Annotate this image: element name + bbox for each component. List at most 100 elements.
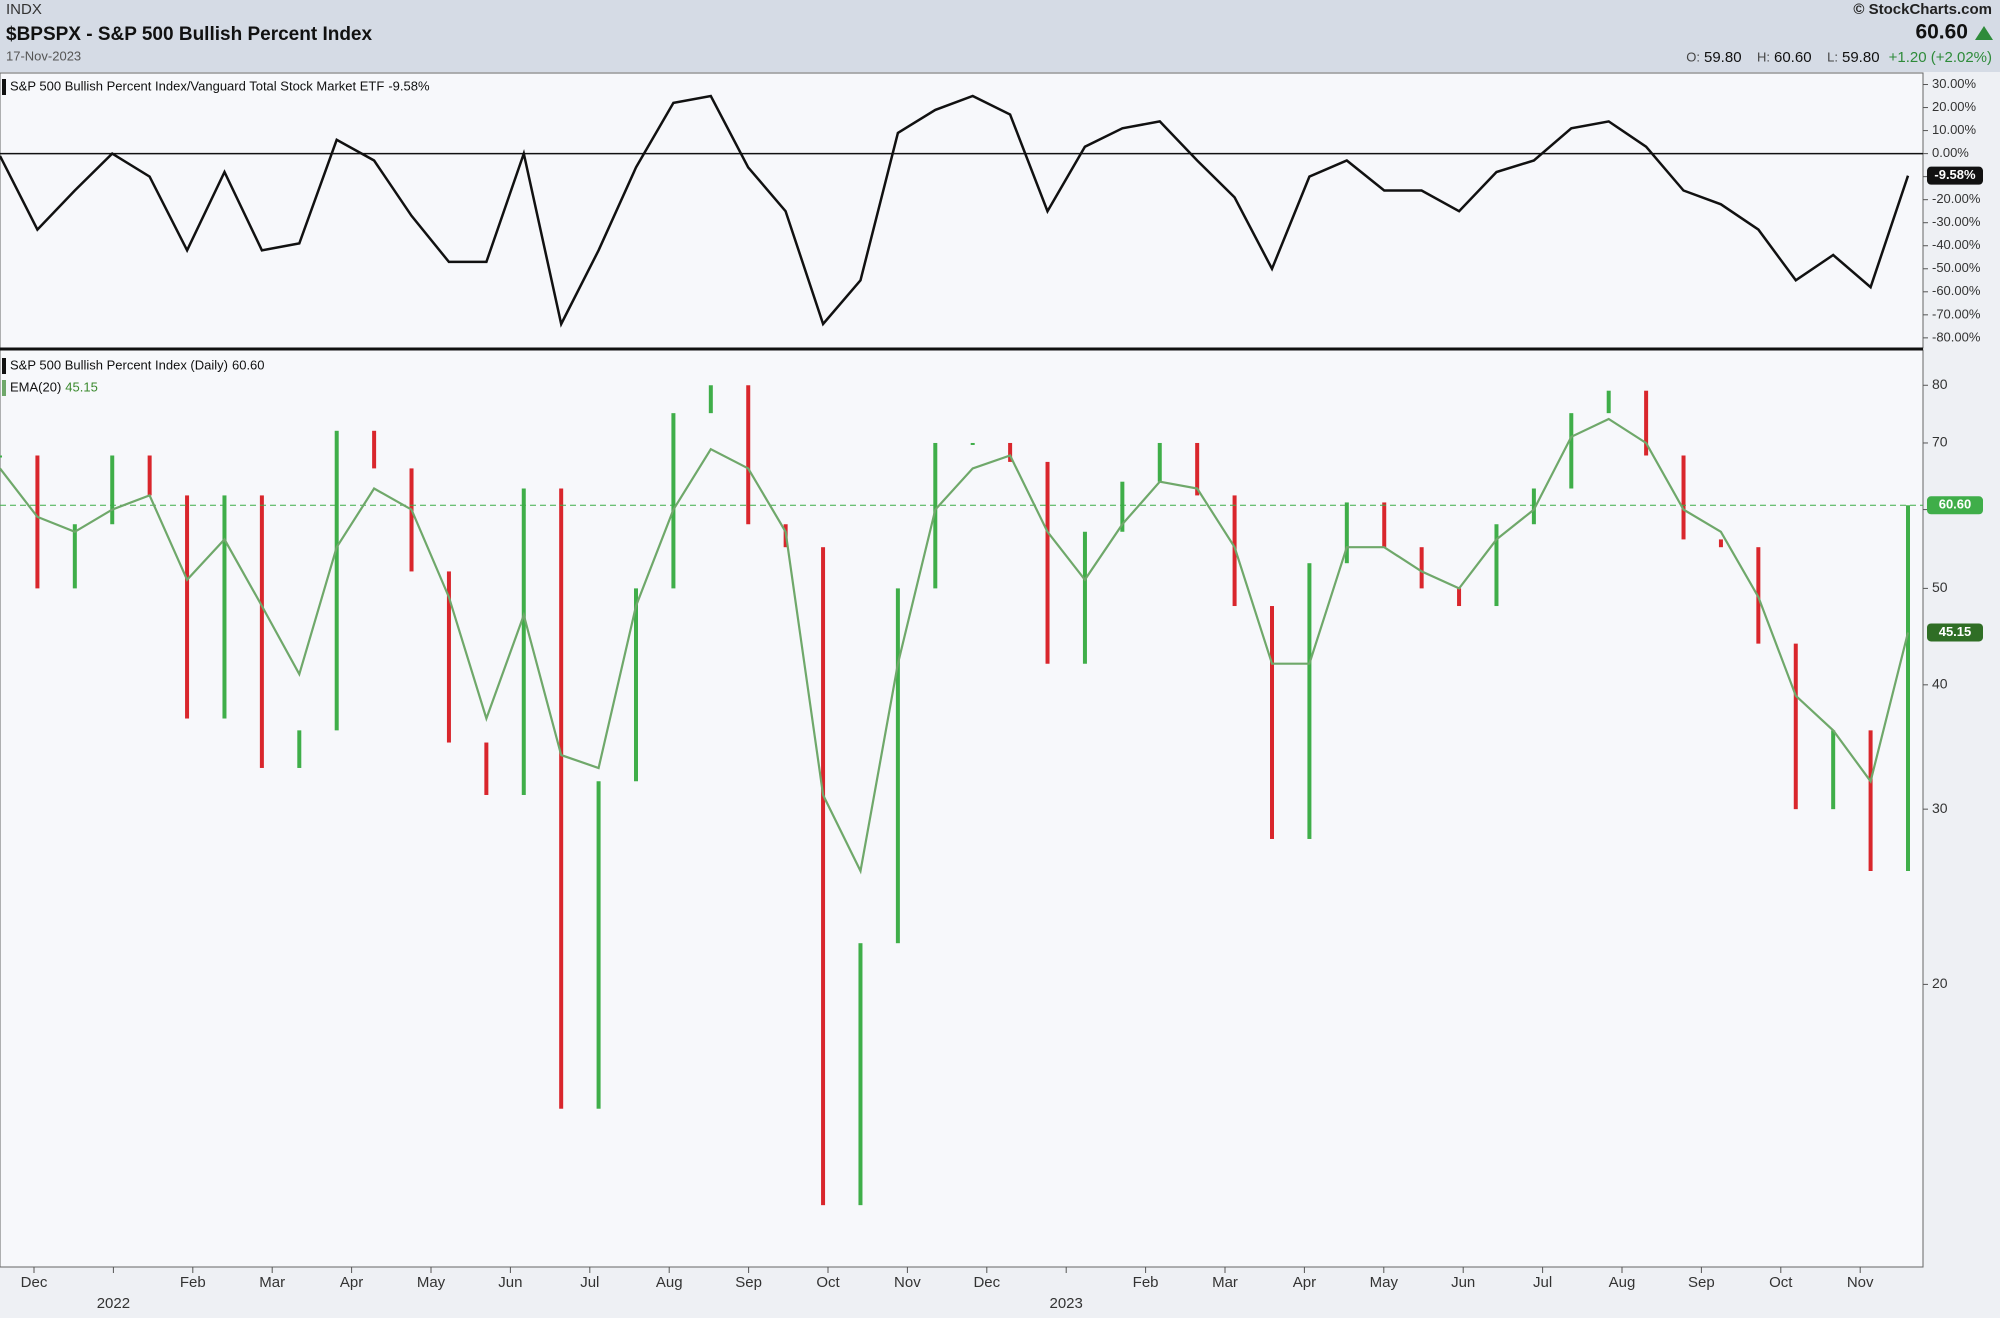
x-tick-label: Nov [894,1274,921,1291]
low: 59.80 [1842,49,1880,66]
y-tick-label: -20.00% [1932,191,1981,206]
y-tick-label: -70.00% [1932,306,1981,321]
candle [0,455,2,458]
candle [1120,481,1125,532]
candle [746,385,751,525]
legend-swatch [2,79,6,95]
x-tick-label: Nov [1847,1274,1874,1291]
candle [222,495,227,719]
x-tick-label: Jun [498,1274,522,1291]
legend-swatch [2,380,6,396]
x-tick-label: Feb [180,1274,206,1291]
change: +1.20 (+2.02%) [1889,49,1992,66]
y-tick-label: -80.00% [1932,329,1981,344]
candle [185,495,190,719]
value-badge-label: 45.15 [1939,624,1972,639]
x-tick-label: Dec [973,1274,1000,1291]
last-price: 60.60 [1915,21,1968,44]
year-label: 2023 [1050,1295,1083,1312]
y-tick-label: 40 [1932,676,1948,692]
value-badge-label: 60.60 [1939,497,1972,512]
y-tick-label: 50 [1932,579,1948,595]
exchange: INDX [6,1,42,18]
y-tick-label: 70 [1932,434,1948,450]
open: 59.80 [1704,49,1742,66]
x-tick-label: May [1370,1274,1399,1291]
x-tick-label: Dec [21,1274,48,1291]
candle [1382,502,1387,548]
candle [1644,390,1649,456]
x-tick-label: Aug [656,1274,683,1291]
candle [1344,502,1349,564]
candle [1045,461,1050,664]
candle [372,430,377,469]
candle [821,547,826,1206]
candle [1157,442,1162,482]
y-tick-label: -40.00% [1932,237,1981,252]
header-bg [0,0,2000,72]
candle [1494,524,1499,607]
candle [1419,547,1424,589]
candle [596,781,601,1109]
candle [1457,588,1462,607]
title: $BPSPX - S&P 500 Bullish Percent Index [6,24,372,45]
top-panel [0,72,1924,349]
value-badge-label: -9.58% [1934,167,1976,182]
candle [1793,643,1798,810]
series-line [0,417,1910,875]
candle [1681,455,1686,540]
candle [409,468,414,572]
candle [147,455,152,496]
y-tick-label: 20 [1932,975,1948,991]
x-tick-label: Feb [1133,1274,1159,1291]
x-tick-label: Sep [735,1274,762,1291]
value-badge [1927,496,1983,515]
up-arrow [1975,26,1993,40]
candle [1831,730,1836,810]
x-tick-label: Oct [816,1274,840,1291]
value-badge [1927,166,1983,185]
candle [110,455,115,525]
candle [484,742,489,795]
high-label: H: [1757,49,1770,64]
candle [446,571,451,743]
year-label: 2022 [97,1295,130,1312]
y-tick-label: 80 [1932,376,1948,392]
value-badge [1927,623,1983,642]
y-tick-label: 0.00% [1932,145,1969,160]
candle [259,495,264,768]
legend-swatch [2,358,6,374]
candle [895,588,900,944]
date: 17-Nov-2023 [6,48,81,63]
candle [1082,531,1087,664]
y-tick-label: -60.00% [1932,283,1981,298]
candle [1569,413,1574,489]
legend-value: -9.58% [388,78,430,93]
x-tick-label: Mar [259,1274,285,1291]
candle [521,488,526,795]
low-label: L: [1827,49,1838,64]
open-label: O: [1686,49,1700,64]
legend-label: S&P 500 Bullish Percent Index (Daily) [10,357,228,372]
x-tick-label: Mar [1212,1274,1238,1291]
high: 60.60 [1774,49,1812,66]
candle [970,442,975,445]
candle [1718,539,1723,548]
candle [858,943,863,1206]
legend-value: 60.60 [232,357,265,372]
x-tick-label: Aug [1609,1274,1636,1291]
x-tick-label: May [417,1274,446,1291]
candle [1868,730,1873,871]
candle [1195,442,1200,496]
candle [334,430,339,731]
candle [1606,390,1611,414]
candle [35,455,40,589]
y-tick-label: -30.00% [1932,214,1981,229]
source: © StockCharts.com [1853,1,1992,18]
y-tick-label: -50.00% [1932,260,1981,275]
candle [559,488,564,1109]
legend-label: S&P 500 Bullish Percent Index/Vanguard T… [10,78,384,93]
candle [72,524,77,589]
x-tick-label: Sep [1688,1274,1715,1291]
